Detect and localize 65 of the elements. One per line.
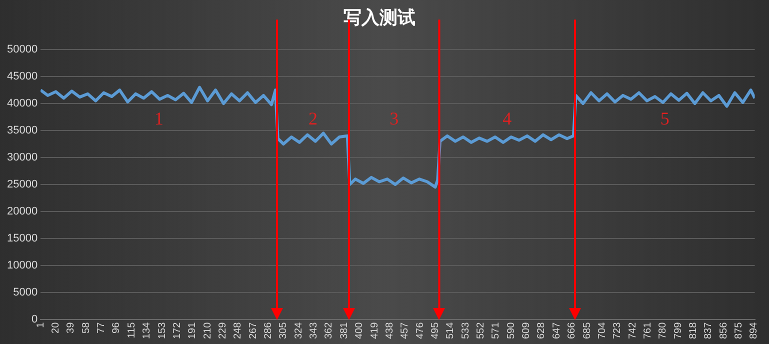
x-tick-label: 248 (232, 322, 244, 340)
x-tick-label: 609 (521, 322, 532, 340)
x-tick-label: 552 (476, 322, 487, 340)
y-tick-label: 15000 (6, 232, 38, 244)
x-tick-label: 210 (202, 322, 214, 340)
x-tick-label: 400 (354, 322, 366, 340)
x-tick-label: 571 (490, 322, 502, 340)
annotation: 2 (308, 108, 318, 128)
x-tick-label: 742 (627, 322, 638, 340)
annotation: 5 (660, 108, 670, 128)
x-tick-label: 875 (734, 322, 745, 340)
x-tick-label: 134 (142, 322, 153, 340)
y-tick-label: 10000 (6, 259, 38, 272)
x-tick-label: 305 (278, 322, 290, 340)
x-tick-label: 457 (400, 322, 411, 340)
x-tick-label: 761 (642, 322, 654, 340)
x-tick-label: 704 (596, 322, 608, 340)
x-tick-label: 77 (96, 322, 108, 334)
x-tick-label: 1 (35, 322, 46, 328)
x-tick-label: 685 (582, 322, 593, 340)
x-tick-label: 20 (50, 322, 62, 334)
x-tick-label: 723 (612, 322, 624, 340)
annotation: 1 (154, 108, 164, 128)
x-tick-label: 172 (172, 322, 183, 340)
x-tick-label: 647 (551, 322, 562, 340)
x-tick-label: 514 (445, 322, 456, 340)
x-tick-label: 191 (187, 322, 198, 340)
y-tick-label: 25000 (6, 178, 38, 190)
x-tick-label: 894 (748, 322, 760, 340)
x-tick-label: 96 (111, 322, 122, 334)
x-tick-label: 837 (703, 322, 714, 340)
y-tick-label: 45000 (6, 70, 38, 83)
x-tick-label: 115 (126, 322, 138, 338)
x-tick-label: 533 (460, 322, 472, 340)
x-tick-label: 381 (338, 322, 350, 340)
y-tick-label: 30000 (6, 152, 38, 164)
x-tick-label: 58 (80, 322, 92, 334)
x-tick-label: 628 (536, 322, 548, 340)
x-tick-label: 799 (672, 322, 684, 340)
x-tick-label: 267 (248, 322, 259, 340)
y-tick-label: 35000 (6, 124, 38, 137)
x-tick-label: 286 (263, 322, 274, 340)
x-tick-label: 39 (66, 322, 77, 334)
x-tick-label: 476 (414, 322, 426, 340)
chart-title: 写入测试 (344, 7, 416, 28)
x-tick-label: 362 (324, 322, 335, 340)
x-tick-label: 818 (688, 322, 700, 340)
x-tick-label: 229 (217, 322, 228, 340)
x-tick-label: 324 (293, 322, 304, 340)
x-tick-label: 495 (430, 322, 441, 340)
x-tick-label: 343 (308, 322, 320, 340)
x-tick-label: 419 (369, 322, 380, 340)
y-tick-label: 5000 (13, 286, 38, 298)
y-tick-label: 20000 (6, 205, 38, 218)
x-tick-label: 590 (506, 322, 517, 340)
x-tick-label: 153 (156, 322, 168, 340)
x-tick-label: 438 (384, 322, 396, 340)
annotation: 4 (502, 108, 512, 128)
y-tick-label: 0 (31, 313, 38, 326)
x-tick-label: 856 (718, 322, 730, 340)
x-tick-label: 666 (566, 322, 578, 340)
y-tick-label: 50000 (6, 44, 38, 56)
x-tick-label: 780 (658, 322, 669, 340)
annotation: 3 (390, 108, 399, 128)
y-tick-label: 40000 (6, 98, 38, 110)
